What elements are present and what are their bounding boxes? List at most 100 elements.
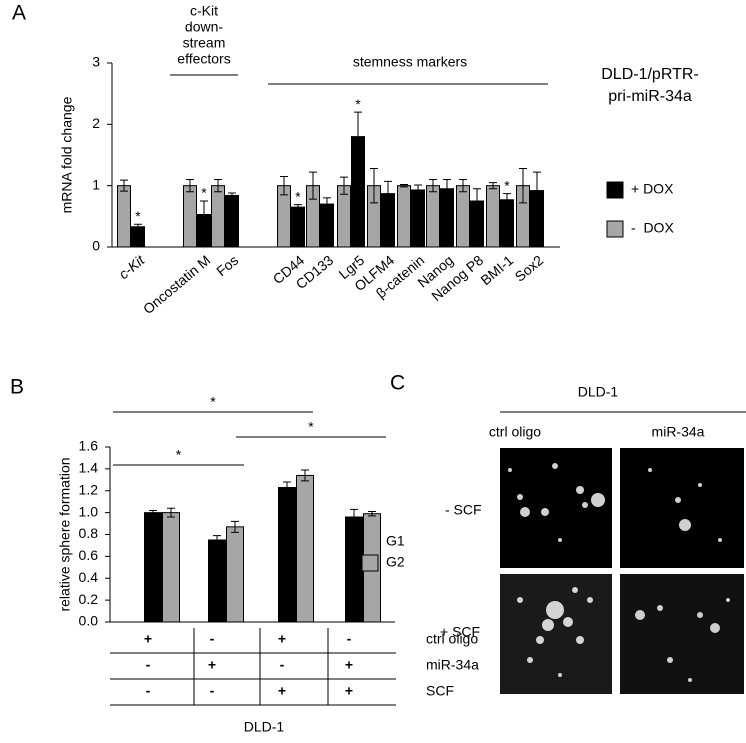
- condition-value: -: [146, 683, 151, 699]
- error-bar: [280, 175, 288, 196]
- bar: [486, 185, 500, 248]
- legend-swatch: [606, 181, 624, 199]
- error-bar: [459, 179, 467, 193]
- bar: [500, 199, 514, 248]
- micrograph: [620, 448, 744, 568]
- panel-label: B: [10, 376, 24, 399]
- condition-label: miR-34a: [426, 657, 479, 673]
- y-tick-label: 1.0: [79, 503, 99, 519]
- micrograph: [620, 574, 744, 694]
- condition-label: SCF: [426, 683, 454, 699]
- legend-label: - DOX: [631, 220, 674, 236]
- error-bar: [350, 508, 358, 526]
- y-axis-label: relative sphere formation: [57, 457, 73, 611]
- y-tick-label: 1.4: [79, 460, 99, 476]
- table-footer: DLD-1: [244, 719, 285, 735]
- x-tick-label: Fos: [213, 252, 241, 279]
- row-label: - SCF: [445, 502, 482, 518]
- y-tick-label: 0.0: [79, 613, 99, 629]
- error-bar: [384, 180, 392, 207]
- y-tick-label: 1.6: [79, 438, 99, 454]
- group-label: effectors: [177, 51, 230, 67]
- column-label: miR-34a: [652, 424, 705, 440]
- column-label: ctrl oligo: [489, 424, 541, 440]
- error-bar: [214, 179, 222, 193]
- error-bar: [213, 535, 221, 545]
- bar: [345, 516, 363, 623]
- condition-value: -: [210, 683, 215, 699]
- chart-subtitle: DLD-1/pRTR-: [601, 66, 699, 83]
- legend-label: G2: [386, 554, 405, 570]
- y-tick-label: 0.2: [79, 591, 99, 607]
- error-bar: [149, 509, 157, 516]
- y-tick-label: 1: [92, 176, 100, 192]
- condition-value: +: [208, 657, 216, 673]
- bar: [144, 512, 162, 623]
- panel-label: C: [390, 372, 405, 395]
- x-tick-label: Sox2: [512, 252, 547, 285]
- error-bar: [283, 481, 291, 494]
- bar: [397, 185, 411, 248]
- error-bar: [503, 193, 511, 207]
- error-bar: [414, 184, 422, 196]
- error-bar: [301, 469, 309, 482]
- condition-value: +: [278, 631, 286, 647]
- error-bar: [231, 520, 239, 533]
- legend-swatch: [606, 220, 624, 238]
- error-bar: [519, 167, 527, 204]
- significance-mark: *: [504, 177, 510, 193]
- group-label: stemness markers: [353, 54, 467, 70]
- error-bar: [354, 111, 362, 162]
- bar: [296, 474, 314, 623]
- error-bar: [309, 171, 317, 200]
- panel-label: A: [12, 2, 26, 25]
- error-bar: [323, 197, 331, 211]
- condition-value: +: [278, 683, 286, 699]
- error-bar: [489, 182, 497, 190]
- micrograph: [500, 574, 612, 694]
- chart-subtitle: pri-miR-34a: [608, 88, 692, 105]
- legend-swatch: [361, 554, 379, 572]
- error-bar: [443, 179, 451, 199]
- y-tick-label: 3: [92, 54, 100, 70]
- bar: [226, 526, 244, 623]
- significance-mark: *: [135, 208, 141, 224]
- condition-label: ctrl oligo: [426, 631, 478, 647]
- significance-mark: *: [308, 419, 314, 435]
- condition-value: +: [345, 683, 353, 699]
- bar: [337, 185, 351, 248]
- condition-value: +: [144, 631, 152, 647]
- error-bar: [340, 176, 348, 195]
- condition-value: +: [345, 657, 353, 673]
- bar: [162, 512, 180, 623]
- y-tick-label: 0.6: [79, 547, 99, 563]
- condition-value: -: [210, 631, 215, 647]
- y-tick-label: 0: [92, 238, 100, 254]
- bar: [426, 185, 440, 248]
- row-label: + SCF: [440, 624, 480, 640]
- bar: [411, 189, 425, 248]
- significance-mark: *: [295, 188, 301, 204]
- legend-label: + DOX: [631, 181, 674, 197]
- x-tick-label: c-Kit: [116, 251, 149, 282]
- error-bar: [429, 179, 437, 193]
- error-bar: [134, 223, 142, 230]
- significance-mark: *: [201, 185, 207, 201]
- bar: [208, 539, 226, 623]
- error-bar: [200, 200, 208, 229]
- condition-value: -: [146, 657, 151, 673]
- y-tick-label: 0.8: [79, 525, 99, 541]
- error-bar: [473, 188, 481, 214]
- error-bar: [228, 192, 236, 199]
- error-bar: [400, 183, 408, 188]
- error-bar: [533, 171, 541, 210]
- y-tick-label: 2: [92, 115, 100, 131]
- y-axis-label: mRNA fold change: [59, 96, 75, 213]
- bar: [211, 185, 225, 248]
- condition-value: -: [347, 631, 352, 647]
- error-bar: [167, 507, 175, 518]
- y-tick-label: 0.4: [79, 569, 99, 585]
- legend-label: G1: [386, 533, 405, 549]
